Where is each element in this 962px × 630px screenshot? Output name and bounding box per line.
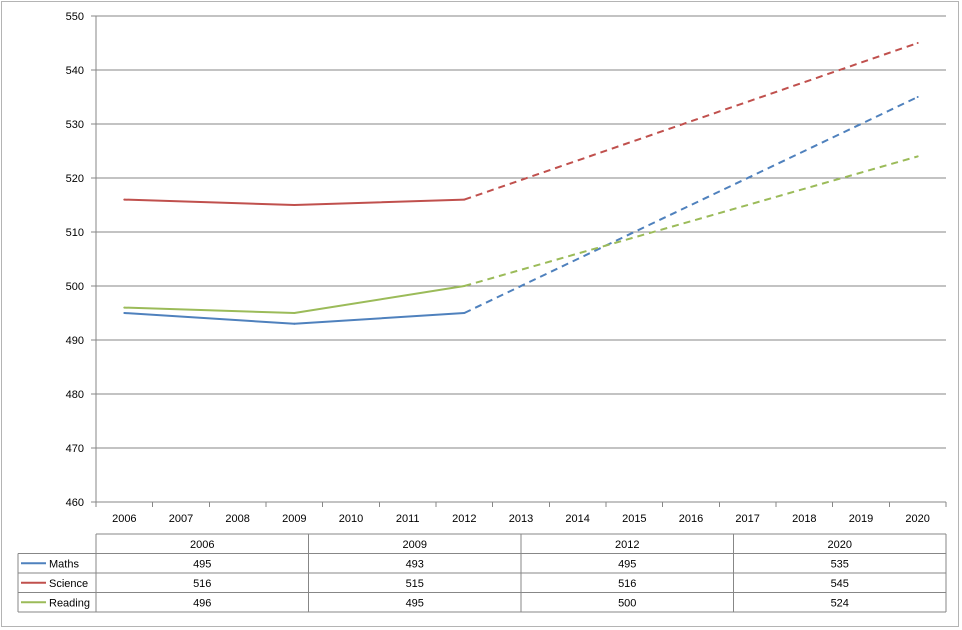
- x-tick-label-2016: 2016: [679, 513, 703, 525]
- data-point-reading-2020: [916, 155, 919, 158]
- data-point-science-2012: [463, 198, 466, 201]
- series-line-maths: [124, 312, 465, 325]
- data-point-science-2009: [293, 204, 296, 206]
- table-header-2009: 2009: [403, 539, 427, 551]
- y-tick-label-530: 530: [66, 119, 84, 131]
- series-projection-science: [464, 42, 918, 201]
- data-point-reading-2006: [123, 306, 126, 309]
- legend-label-reading: Reading: [49, 597, 90, 609]
- x-tick-label-2017: 2017: [735, 513, 759, 525]
- x-tick-label-2019: 2019: [849, 513, 873, 525]
- table-cell-reading-2020: 524: [831, 597, 849, 609]
- x-tick-label-2009: 2009: [282, 513, 306, 525]
- table-cell-maths-2006: 495: [193, 558, 211, 570]
- x-tick-label-2015: 2015: [622, 513, 646, 525]
- x-tick-label-2008: 2008: [225, 513, 249, 525]
- table-cell-science-2020: 545: [831, 578, 849, 590]
- data-point-maths-2020: [916, 96, 919, 98]
- table-header-2006: 2006: [190, 539, 214, 551]
- y-tick-label-510: 510: [66, 227, 84, 239]
- y-tick-label-550: 550: [66, 11, 84, 23]
- data-point-science-2006: [123, 198, 126, 201]
- x-tick-label-2018: 2018: [792, 513, 816, 525]
- x-tick-label-2014: 2014: [565, 513, 589, 525]
- x-tick-label-2020: 2020: [905, 513, 929, 525]
- series-projection-maths: [463, 96, 919, 314]
- x-tick-label-2011: 2011: [396, 513, 420, 525]
- data-point-reading-2009: [293, 312, 296, 314]
- table-cell-science-2012: 516: [618, 578, 636, 590]
- table-cell-reading-2012: 500: [618, 597, 636, 609]
- y-tick-label-460: 460: [66, 497, 84, 509]
- data-point-maths-2006: [123, 312, 126, 314]
- x-tick-label-2006: 2006: [112, 513, 136, 525]
- table-cell-maths-2012: 495: [618, 558, 636, 570]
- data-point-science-2020: [916, 42, 919, 44]
- y-tick-label-480: 480: [66, 389, 84, 401]
- data-point-reading-2012: [463, 285, 466, 287]
- data-point-maths-2012: [463, 312, 466, 314]
- table-header-2020: 2020: [828, 539, 852, 551]
- y-tick-label-500: 500: [66, 281, 84, 293]
- x-tick-label-2007: 2007: [169, 513, 193, 525]
- series-line-reading: [124, 285, 465, 314]
- y-tick-label-490: 490: [66, 335, 84, 347]
- legend-label-maths: Maths: [49, 558, 79, 570]
- table-cell-maths-2020: 535: [831, 558, 849, 570]
- table-cell-reading-2009: 495: [406, 597, 424, 609]
- data-point-maths-2009: [293, 322, 296, 325]
- table-header-2012: 2012: [615, 539, 639, 551]
- x-tick-label-2013: 2013: [509, 513, 533, 525]
- table-cell-science-2006: 516: [193, 578, 211, 590]
- y-tick-label-540: 540: [66, 65, 84, 77]
- table-cell-science-2009: 515: [406, 578, 424, 590]
- x-tick-label-2012: 2012: [452, 513, 476, 525]
- table-cell-maths-2009: 493: [406, 558, 424, 570]
- y-tick-label-470: 470: [66, 443, 84, 455]
- series-projection-reading: [464, 155, 918, 287]
- table-cell-reading-2006: 496: [193, 597, 211, 609]
- legend-label-science: Science: [49, 578, 88, 590]
- x-tick-label-2010: 2010: [339, 513, 363, 525]
- y-tick-label-520: 520: [66, 173, 84, 185]
